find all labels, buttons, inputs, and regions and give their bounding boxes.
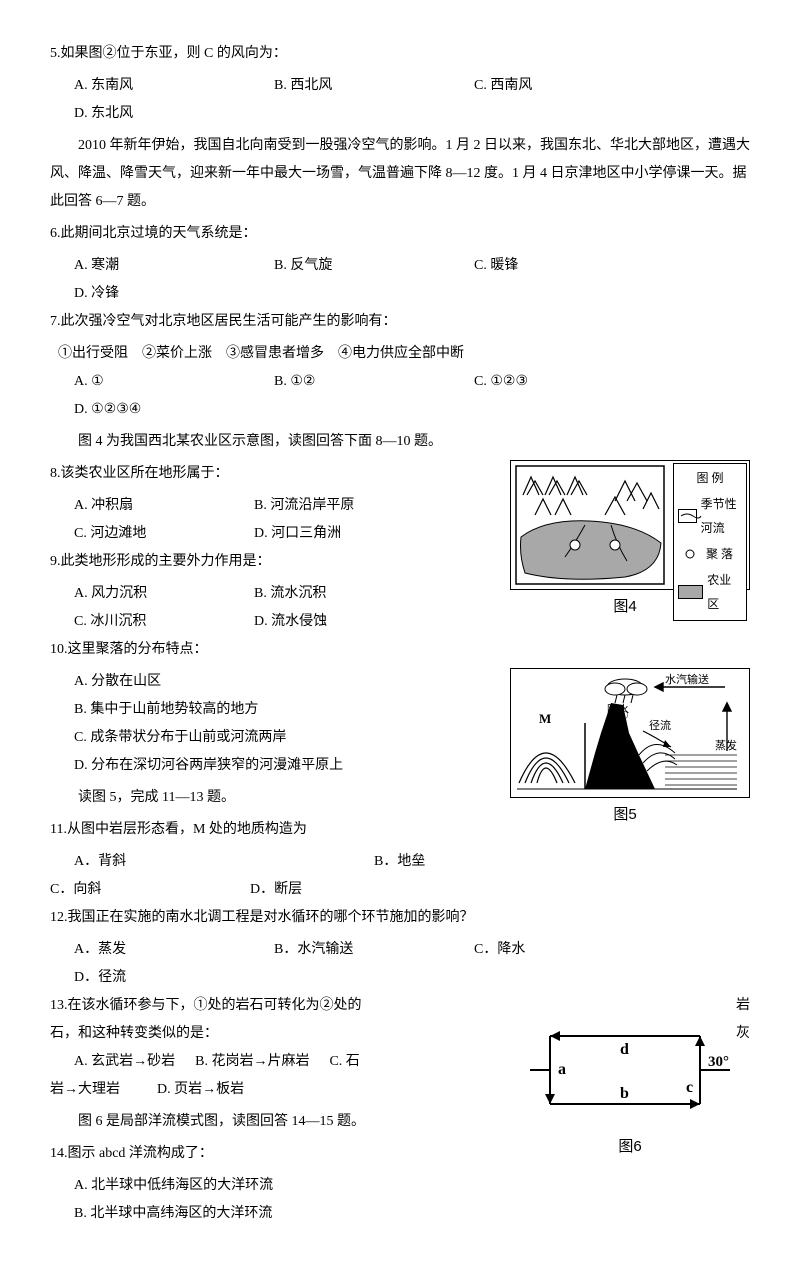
passage-2: 图 4 为我国西北某农业区示意图，读图回答下面 8—10 题。 (50, 428, 750, 456)
q12-options: A．蒸发 B．水汽输送 C．降水 D．径流 (50, 936, 750, 992)
fig5-runoff-text: 径流 (649, 718, 671, 732)
q8-opt-b: B. 河流沿岸平原 (254, 492, 354, 520)
fig4-legend-farm: 农业区 (678, 568, 742, 616)
q5-opt-c: C. 西南风 (474, 72, 614, 100)
q6-opt-a: A. 寒潮 (74, 252, 214, 280)
q5-opt-b: B. 西北风 (274, 72, 414, 100)
q11-opt-d: D．断层 (250, 876, 302, 904)
q8-opt-c: C. 河边滩地 (74, 520, 194, 548)
svg-text:b: b (620, 1085, 629, 1102)
fig5-vapor-text: 水汽输送 (665, 673, 709, 686)
q8-options-2: C. 河边滩地 D. 河口三角洲 (50, 520, 500, 548)
q14-opt-a: A. 北半球中低纬海区的大洋环流 (50, 1172, 750, 1200)
q8-options: A. 冲积扇 B. 河流沿岸平原 (50, 492, 500, 520)
passage-1: 2010 年新年伊始，我国自北向南受到一股强冷空气的影响。1 月 2 日以来，我… (50, 132, 750, 216)
q6-options: A. 寒潮 B. 反气旋 C. 暖锋 D. 冷锋 (50, 252, 750, 308)
q14-stem: 14.图示 abcd 洋流构成了： (50, 1140, 520, 1168)
fig5-label: 图5 (500, 800, 750, 830)
q9-opt-d: D. 流水侵蚀 (254, 608, 327, 636)
fig5-m-text: M (539, 711, 551, 726)
q5-opt-a: A. 东南风 (74, 72, 214, 100)
q12-opt-c: C．降水 (474, 936, 614, 964)
q14-opt-b: B. 北半球中高纬海区的大洋环流 (50, 1200, 750, 1228)
figure-5: 水汽输送 蒸发 径流 降水 M ① (510, 668, 750, 798)
q13-opt-b: B. 花岗岩→片麻岩 (195, 1048, 309, 1076)
q11-opt-b: B．地垒 (374, 848, 425, 876)
q11-opt-a: A．背斜 (74, 848, 314, 876)
q10-opt-b: B. 集中于山前地势较高的地方 (50, 696, 500, 724)
fig5-evap-text: 蒸发 (715, 738, 737, 752)
q5-options: A. 东南风 B. 西北风 C. 西南风 D. 东北风 (50, 72, 750, 128)
figure-4: 图 例 季节性河流 聚 落 农业区 (510, 460, 750, 590)
figure-4-wrap: 图 例 季节性河流 聚 落 农业区 图4 (500, 460, 750, 622)
svg-text:a: a (558, 1061, 566, 1078)
q6-stem: 6.此期间北京过境的天气系统是： (50, 220, 750, 248)
q7-opt-c: C. ①②③ (474, 368, 614, 396)
q13-cb: 灰 (730, 1020, 750, 1048)
fig6-label: 图6 (530, 1132, 730, 1162)
q7-opt-a: A. ① (74, 368, 214, 396)
q9-options-2: C. 冰川沉积 D. 流水侵蚀 (50, 608, 500, 636)
svg-text:d: d (620, 1041, 629, 1058)
q12-opt-d: D．径流 (74, 964, 214, 992)
q8-opt-d: D. 河口三角洲 (254, 520, 341, 548)
q7-opt-b: B. ①② (274, 368, 414, 396)
q11-options-1: A．背斜 B．地垒 (50, 848, 750, 876)
svg-text:30°: 30° (708, 1054, 729, 1070)
q9-opt-b: B. 流水沉积 (254, 580, 326, 608)
q13-options: A. 玄武岩→砂岩 B. 花岗岩→片麻岩 C. 石 (50, 1048, 520, 1076)
q12-stem: 12.我国正在实施的南水北调工程是对水循环的哪个环节施加的影响？ (50, 904, 750, 932)
q7-sub: ①出行受阻 ②菜价上涨 ③感冒患者增多 ④电力供应全部中断 (50, 340, 750, 368)
q8-stem: 8.该类农业区所在地形属于： (50, 460, 500, 488)
q13-opt-c: C. 石 (329, 1048, 359, 1076)
q5-stem: 5.如果图②位于东亚，则 C 的风向为： (50, 40, 750, 68)
q13-opt-a: A. 玄武岩→砂岩 (74, 1048, 175, 1076)
q13-line1: 13.在该水循环参与下，①处的岩石可转化为②处的 (50, 992, 650, 1020)
q9-options: A. 风力沉积 B. 流水沉积 (50, 580, 500, 608)
svg-text:c: c (686, 1079, 693, 1096)
q8-opt-a: A. 冲积扇 (74, 492, 194, 520)
q11-stem: 11.从图中岩层形态看，M 处的地质构造为 (50, 816, 500, 844)
fig4-legend-river: 季节性河流 (678, 492, 742, 540)
figure-6-wrap: d b a c 30° 图6 (530, 1020, 730, 1162)
q12-opt-b: B．水汽输送 (274, 936, 414, 964)
q13-line3: 岩→大理岩 D. 页岩→板岩 (50, 1076, 520, 1104)
q6-opt-b: B. 反气旋 (274, 252, 414, 280)
q6-opt-c: C. 暖锋 (474, 252, 614, 280)
q7-options: A. ① B. ①② C. ①②③ D. ①②③④ (50, 368, 750, 424)
fig4-legend-title: 图 例 (678, 466, 742, 490)
q11-opt-c: C．向斜 (50, 876, 190, 904)
q7-stem: 7.此次强冷空气对北京地区居民生活可能产生的影响有： (50, 308, 750, 336)
q9-opt-a: A. 风力沉积 (74, 580, 194, 608)
q9-opt-c: C. 冰川沉积 (74, 608, 194, 636)
fig4-legend-settlement: 聚 落 (678, 542, 742, 566)
q10-opt-c: C. 成条带状分布于山前或河流两岸 (50, 724, 500, 752)
q9-stem: 9.此类地形形成的主要外力作用是： (50, 548, 500, 576)
figure-5-wrap: 水汽输送 蒸发 径流 降水 M ① (500, 668, 750, 830)
q6-opt-d: D. 冷锋 (74, 280, 214, 308)
passage-3: 读图 5，完成 11—13 题。 (50, 784, 500, 812)
q10-stem: 10.这里聚落的分布特点： (50, 636, 500, 664)
q10-opt-d: D. 分布在深切河谷两岸狭窄的河漫滩平原上 (50, 752, 500, 780)
q11-options-2: C．向斜 D．断层 (50, 876, 750, 904)
q10-opt-a: A. 分散在山区 (50, 668, 500, 696)
q7-opt-d: D. ①②③④ (74, 396, 214, 424)
q5-opt-d: D. 东北风 (74, 100, 214, 128)
figure-6: d b a c 30° (530, 1020, 730, 1130)
q13-line1b: 岩 (720, 992, 750, 1020)
q13-line2: 石，和这种转变类似的是： (50, 1020, 520, 1048)
q12-opt-a: A．蒸发 (74, 936, 214, 964)
fig5-one-text: ① (619, 710, 629, 722)
